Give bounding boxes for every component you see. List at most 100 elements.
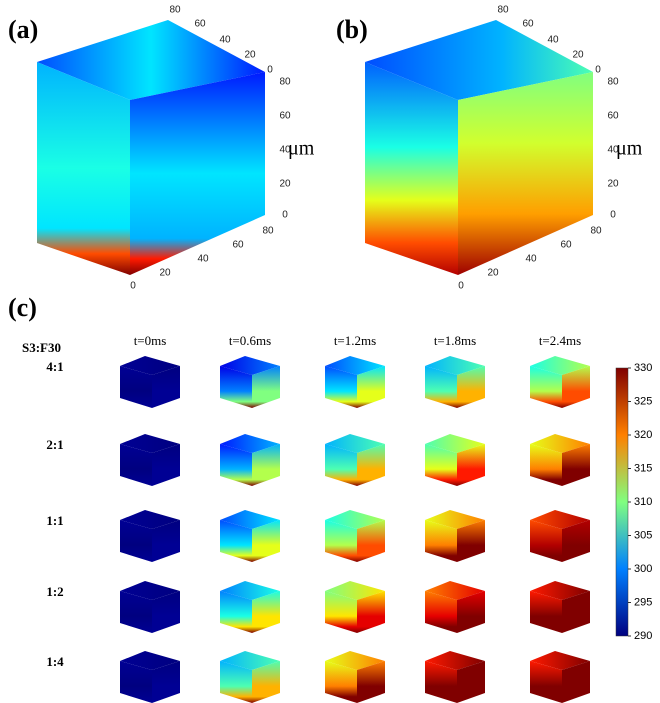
cube-top xyxy=(325,356,385,375)
cube-right xyxy=(457,366,485,408)
axis-tick-label: 80 xyxy=(262,226,274,237)
colorbar-tick-label: 310 xyxy=(634,496,652,508)
cube-left xyxy=(120,444,152,486)
row-label: 4:1 xyxy=(46,359,63,374)
cube-right xyxy=(457,444,485,486)
axis-tick-label: 20 xyxy=(279,179,291,190)
cube-top xyxy=(120,651,180,670)
axis-tick-label: 20 xyxy=(572,50,584,61)
cube-left xyxy=(120,366,152,408)
axis-tick-label: 40 xyxy=(547,35,559,46)
cube-left xyxy=(425,661,457,703)
cube-top xyxy=(120,434,180,453)
cube-left xyxy=(325,591,357,633)
axis-tick-label: 0 xyxy=(458,281,464,292)
axis-tick-label: 60 xyxy=(560,240,572,251)
axis-tick-label: 80 xyxy=(169,5,181,16)
row-label: 1:1 xyxy=(46,513,63,528)
cube-left xyxy=(425,520,457,562)
cube-right xyxy=(152,520,180,562)
column-label: t=0.6ms xyxy=(229,333,271,348)
axis-tick-label: 80 xyxy=(497,5,509,16)
cube-right xyxy=(357,591,385,633)
cube-top xyxy=(325,651,385,670)
cube-left xyxy=(120,661,152,703)
cube-top xyxy=(530,434,590,453)
axis-tick-label: 40 xyxy=(279,145,291,156)
row-label: 1:2 xyxy=(46,584,63,599)
cube-left xyxy=(530,444,562,486)
cube-right xyxy=(152,366,180,408)
cube-top xyxy=(325,510,385,529)
cube-right xyxy=(562,591,590,633)
cube-top xyxy=(120,510,180,529)
cube-right xyxy=(252,591,280,633)
cube-left xyxy=(325,366,357,408)
cube-right xyxy=(252,444,280,486)
cube-right xyxy=(252,366,280,408)
cube-right xyxy=(457,591,485,633)
cube-right xyxy=(457,520,485,562)
corner-label: S3:F30 xyxy=(22,340,61,355)
axis-tick-label: 0 xyxy=(595,65,601,76)
axis-tick-label: 80 xyxy=(590,226,602,237)
cube-top xyxy=(425,581,485,600)
cube-top xyxy=(220,581,280,600)
axis-tick-label: 40 xyxy=(607,145,619,156)
cube-left xyxy=(120,520,152,562)
cube-right xyxy=(562,661,590,703)
cube-right xyxy=(130,72,265,275)
cube-right xyxy=(562,520,590,562)
cube-top xyxy=(425,356,485,375)
colorbar-tick-label: 320 xyxy=(634,429,652,441)
cube-left xyxy=(325,444,357,486)
cube-left xyxy=(220,591,252,633)
axis-tick-label: 40 xyxy=(197,254,209,265)
colorbar-tick-label: 290 xyxy=(634,630,652,642)
axis-tick-label: 80 xyxy=(607,77,619,88)
cube-right xyxy=(457,661,485,703)
cube-left xyxy=(530,591,562,633)
cube-left xyxy=(365,62,458,275)
cube-left xyxy=(325,661,357,703)
cube-left xyxy=(120,591,152,633)
column-label: t=1.2ms xyxy=(334,333,376,348)
cube-right xyxy=(152,444,180,486)
cube-left xyxy=(425,591,457,633)
row-label: 2:1 xyxy=(46,437,63,452)
cube-left xyxy=(37,62,130,275)
unit-label: μm xyxy=(288,138,315,160)
cube-left xyxy=(425,366,457,408)
cube-left xyxy=(325,520,357,562)
row-label: 1:4 xyxy=(46,654,64,669)
axis-tick-label: 40 xyxy=(525,254,537,265)
cube-top xyxy=(365,20,593,100)
unit-label: μm xyxy=(616,138,643,160)
axis-tick-label: 0 xyxy=(267,65,273,76)
axis-tick-label: 0 xyxy=(282,210,288,221)
cube-top xyxy=(37,20,265,100)
cube-top xyxy=(530,356,590,375)
cube-top xyxy=(220,510,280,529)
column-label: t=0ms xyxy=(134,333,167,348)
cube-left xyxy=(530,520,562,562)
cube-right xyxy=(357,661,385,703)
panel-label: (a) xyxy=(8,15,38,44)
colorbar-tick-label: 325 xyxy=(634,395,652,407)
axis-tick-label: 60 xyxy=(522,19,534,30)
colorbar-tick-label: 300 xyxy=(634,563,652,575)
cube-top xyxy=(425,651,485,670)
cube-top xyxy=(120,356,180,375)
cube-right xyxy=(252,661,280,703)
axis-tick-label: 60 xyxy=(194,19,206,30)
cube-right xyxy=(458,72,593,275)
axis-tick-label: 60 xyxy=(279,111,291,122)
colorbar-tick-label: 295 xyxy=(634,596,652,608)
cube-left xyxy=(220,366,252,408)
cube-right xyxy=(357,520,385,562)
cube-top xyxy=(425,510,485,529)
cube-right xyxy=(152,591,180,633)
axis-tick-label: 80 xyxy=(279,77,291,88)
cube-left xyxy=(220,520,252,562)
